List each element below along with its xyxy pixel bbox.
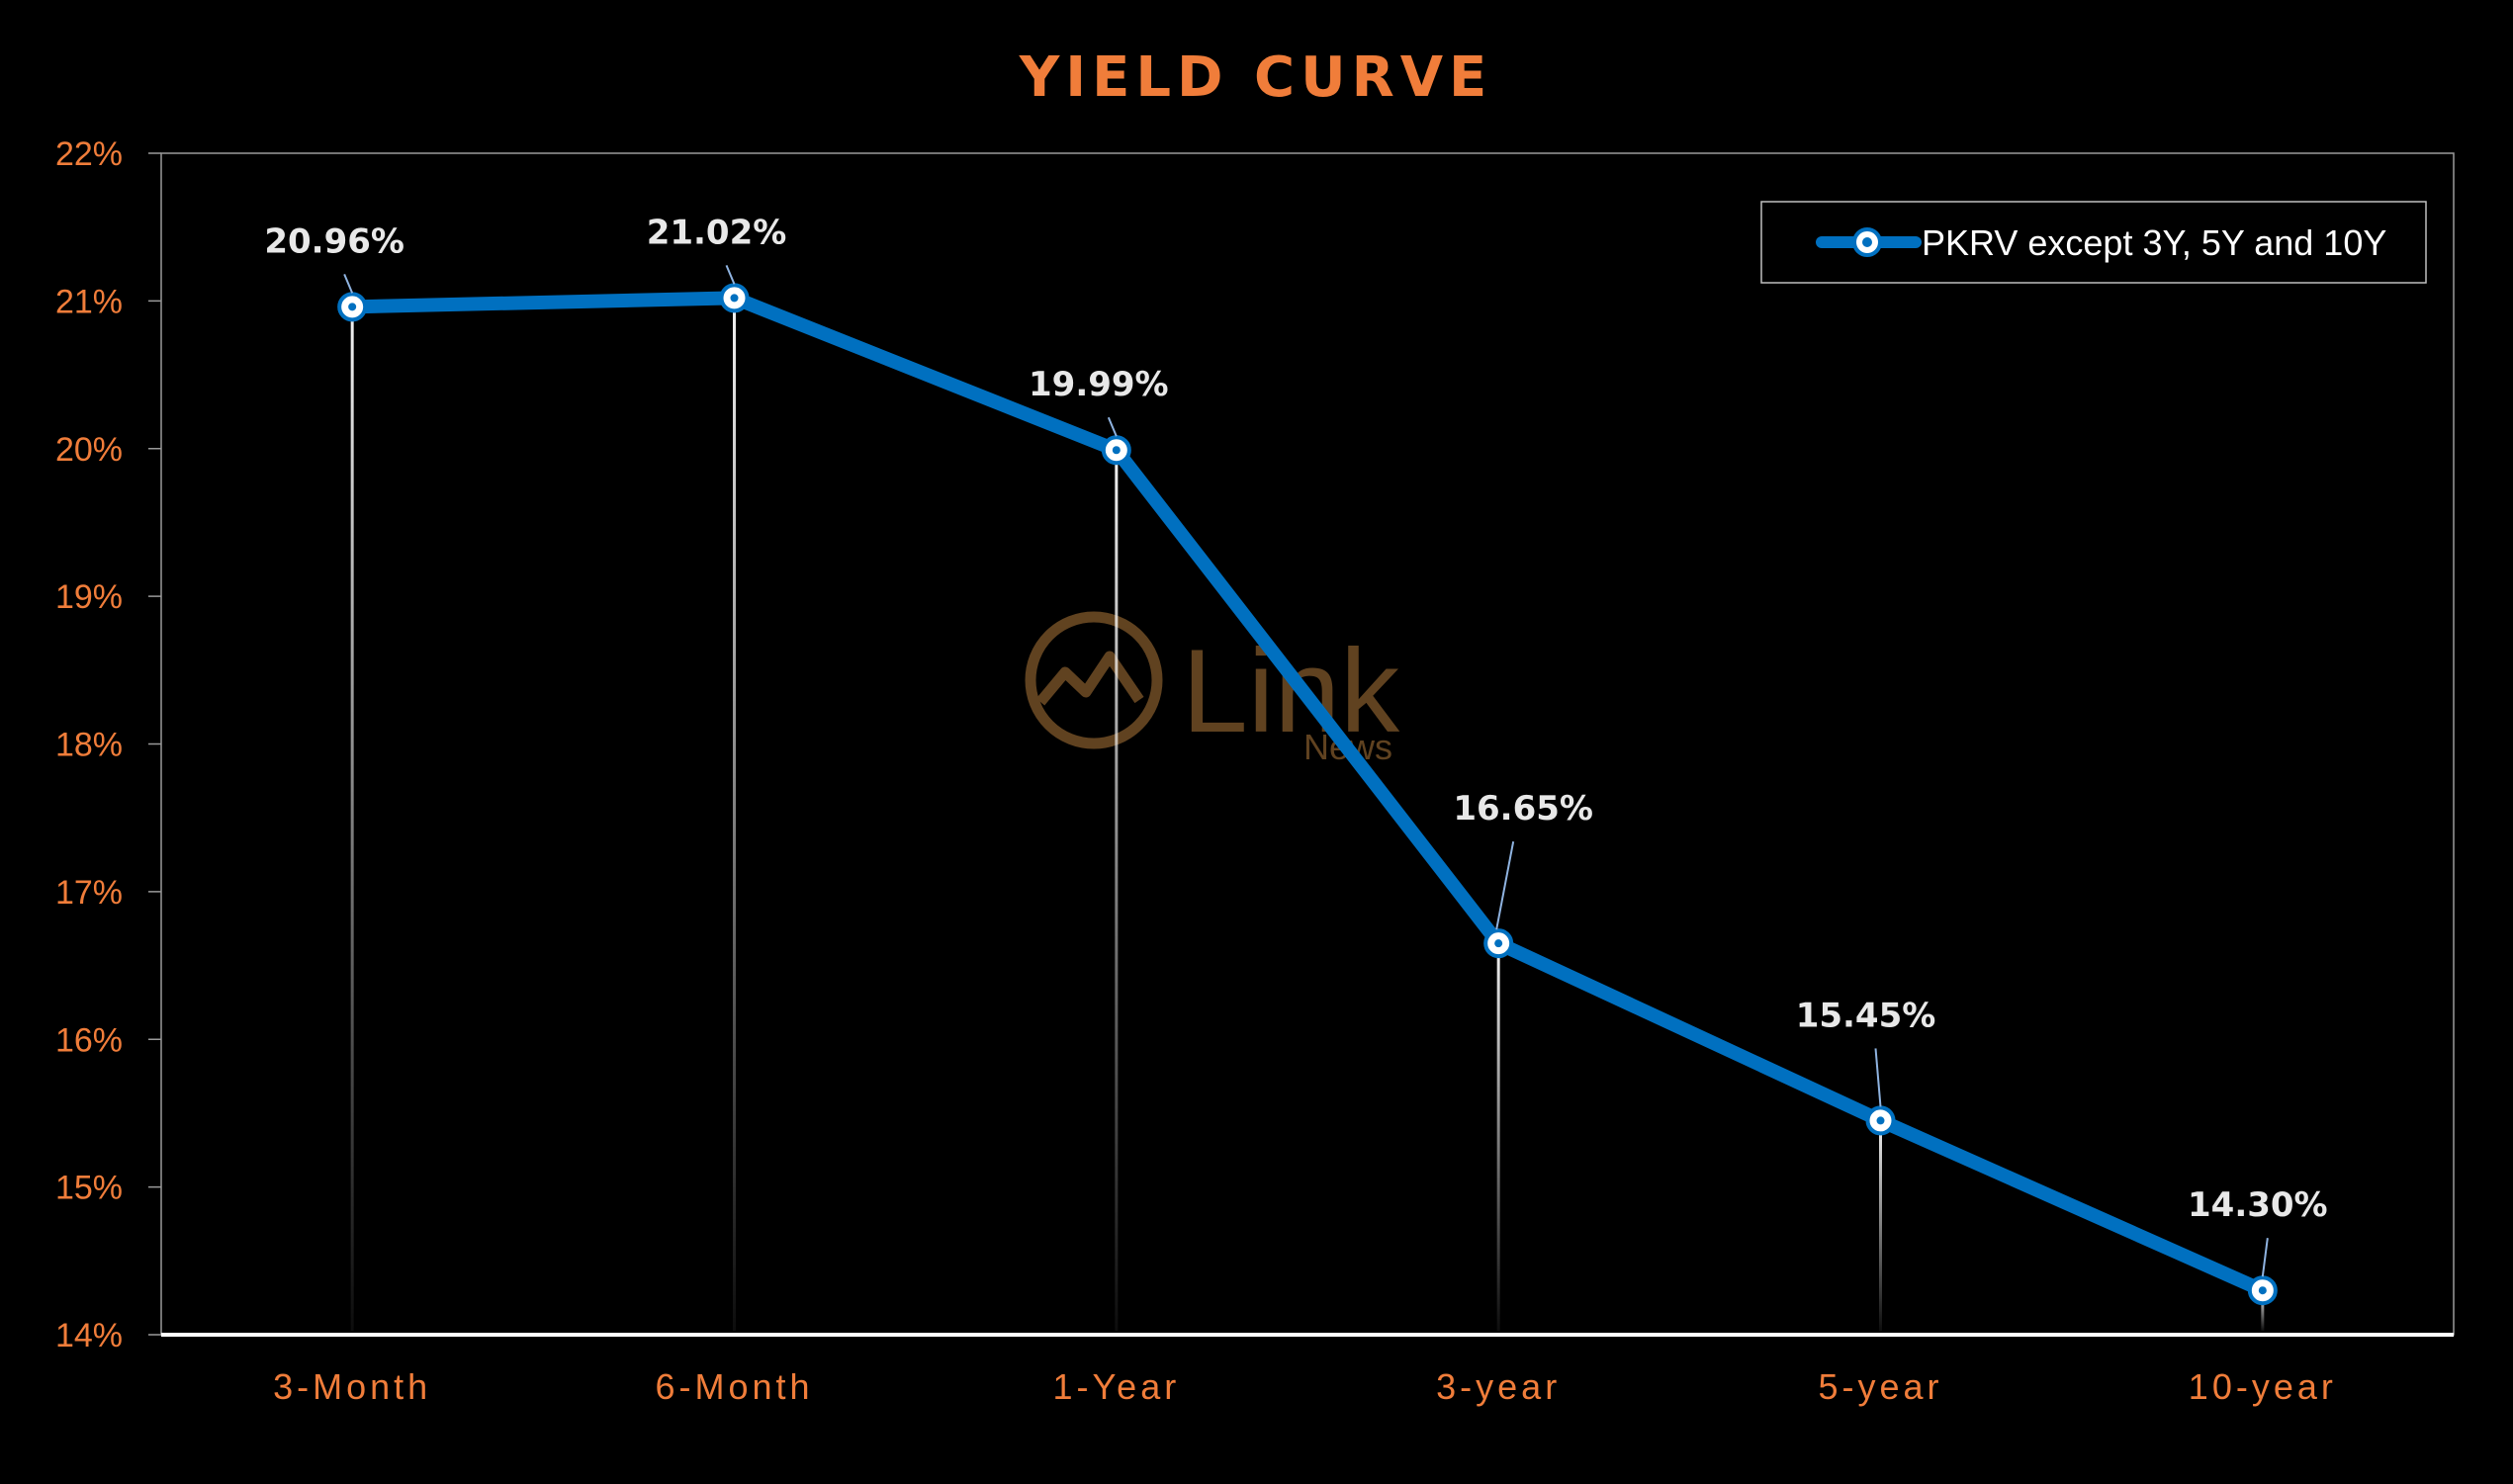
drop-line	[1879, 1120, 1882, 1331]
link-news-watermark: Link News	[1025, 611, 1400, 767]
watermark-chart-glyph	[1035, 651, 1144, 706]
drop-line	[350, 306, 354, 1332]
data-point-center	[730, 294, 739, 303]
x-tick-label: 1-Year	[1052, 1366, 1180, 1407]
data-label-leader	[2261, 1238, 2269, 1277]
drop-lines	[350, 298, 2265, 1332]
y-axis-tick-marks	[148, 152, 161, 1336]
drop-line	[2261, 1290, 2265, 1331]
data-label-leader	[725, 264, 736, 285]
y-axis: 14% 15% 16% 17% 18% 19% 20% 21% 22%	[55, 135, 123, 1354]
data-points	[337, 283, 2278, 1306]
legend-label: PKRV except 3Y, 5Y and 10Y	[1922, 222, 2386, 263]
x-axis: 3-Month 6-Month 1-Year 3-year 5-year 10-year	[273, 1366, 2337, 1407]
data-label: 19.99%	[1029, 365, 1169, 404]
watermark-brand: Link	[1182, 625, 1400, 757]
series-line	[345, 291, 2270, 1298]
drop-line	[1115, 450, 1119, 1331]
y-tick-label: 15%	[55, 1170, 123, 1207]
data-label-leader	[343, 273, 354, 294]
x-tick-label: 3-year	[1436, 1366, 1561, 1407]
data-point-center	[2258, 1286, 2267, 1295]
legend-marker-dot	[1862, 237, 1872, 247]
y-tick-label: 14%	[55, 1317, 123, 1354]
x-tick-label: 6-Month	[655, 1366, 813, 1407]
data-label: 15.45%	[1796, 996, 1936, 1035]
chart-title: YIELD CURVE	[1019, 45, 1493, 110]
data-label: 20.96%	[264, 221, 404, 261]
y-tick-label: 22%	[55, 135, 123, 173]
data-point-center	[1112, 446, 1121, 455]
x-tick-label: 10-year	[2189, 1366, 2337, 1407]
y-tick-label: 20%	[55, 431, 123, 469]
drop-line	[733, 298, 736, 1332]
data-label-leader	[1107, 416, 1118, 437]
x-tick-label: 5-year	[1818, 1366, 1942, 1407]
y-tick-label: 21%	[55, 283, 123, 320]
series-line-group	[345, 291, 2270, 1298]
data-point-center	[1876, 1116, 1885, 1125]
data-label-leader	[1495, 840, 1515, 930]
data-label-leader	[1874, 1048, 1882, 1107]
y-tick-label: 18%	[55, 727, 123, 764]
data-point-center	[1494, 939, 1503, 948]
data-label: 14.30%	[2188, 1185, 2328, 1225]
y-tick-label: 19%	[55, 578, 123, 616]
data-labels: 20.96% 21.02% 19.99% 16.65% 15.45% 14.30%	[264, 213, 2328, 1277]
data-label: 16.65%	[1453, 789, 1593, 829]
y-tick-label: 16%	[55, 1021, 123, 1059]
x-tick-label: 3-Month	[273, 1366, 431, 1407]
legend: PKRV except 3Y, 5Y and 10Y	[1760, 201, 2427, 284]
data-label: 21.02%	[647, 213, 787, 252]
watermark-ring	[1025, 611, 1163, 749]
y-tick-label: 17%	[55, 874, 123, 912]
data-point-center	[348, 303, 357, 311]
drop-line	[1496, 943, 1500, 1331]
